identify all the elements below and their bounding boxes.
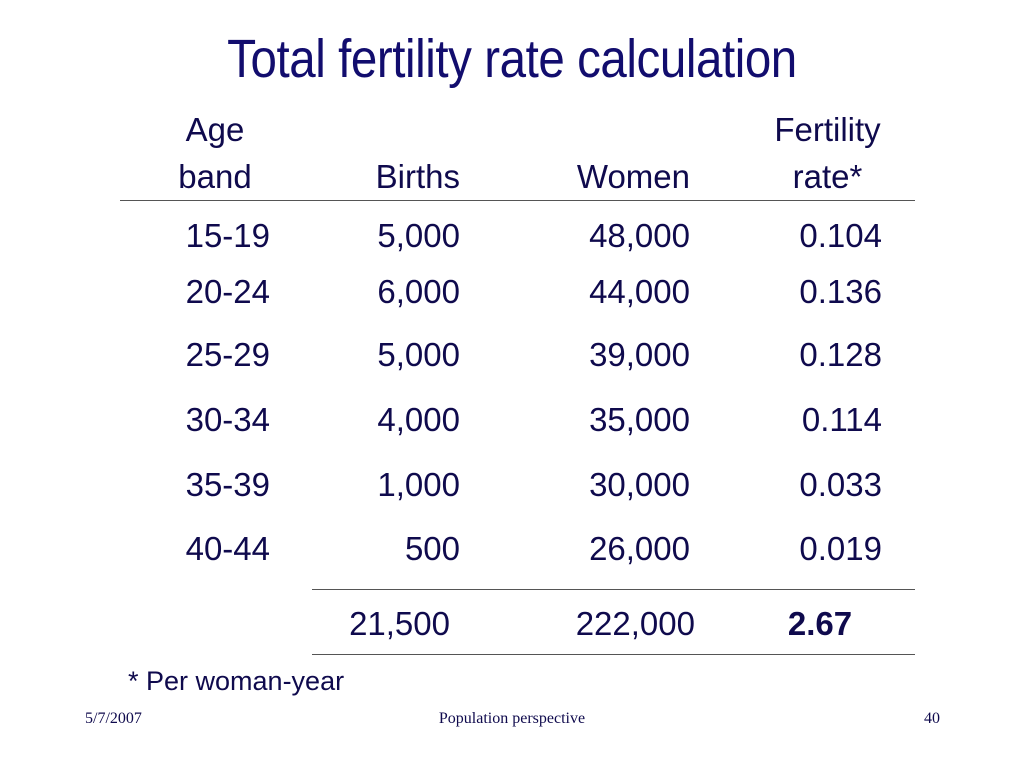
cell-age: 25-29 <box>185 336 270 373</box>
cell-rate: 0.128 <box>799 336 882 373</box>
cell-rate: 0.033 <box>799 466 882 503</box>
header-women: Women <box>576 158 690 195</box>
footnote: * Per woman-year <box>128 666 345 696</box>
cell-births: 6,000 <box>377 273 460 310</box>
cell-age: 40-44 <box>185 530 270 567</box>
footer-date: 5/7/2007 <box>85 710 142 727</box>
total-fertility-rate: 2.67 <box>787 605 853 642</box>
cell-births: 5,000 <box>377 336 460 373</box>
cell-women: 30,000 <box>589 466 690 503</box>
cell-women: 48,000 <box>589 217 690 254</box>
table-bottom-rule <box>312 654 915 655</box>
total-women: 222,000 <box>575 605 695 642</box>
cell-births: 5,000 <box>377 217 460 254</box>
cell-rate: 0.019 <box>799 530 882 567</box>
header-rate-line2: rate* <box>792 158 863 195</box>
slide-title: Total fertility rate calculation <box>227 29 797 89</box>
cell-births: 1,000 <box>377 466 460 503</box>
footer-title: Population perspective <box>438 710 586 727</box>
cell-rate: 0.114 <box>801 401 882 438</box>
cell-women: 26,000 <box>589 530 690 567</box>
cell-rate: 0.104 <box>799 217 882 254</box>
cell-women: 44,000 <box>589 273 690 310</box>
cell-age: 30-34 <box>185 401 270 438</box>
cell-births: 4,000 <box>377 401 460 438</box>
cell-age: 35-39 <box>185 466 270 503</box>
cell-rate: 0.136 <box>799 273 882 310</box>
header-rate-line1: Fertility <box>774 111 881 148</box>
page-number: 40 <box>924 710 940 727</box>
header-births: Births <box>375 158 460 195</box>
cell-women: 39,000 <box>589 336 690 373</box>
header-age-line1: Age <box>185 111 245 148</box>
header-age-line2: band <box>178 158 252 195</box>
cell-women: 35,000 <box>589 401 690 438</box>
total-births: 21,500 <box>349 605 450 642</box>
cell-age: 20-24 <box>185 273 270 310</box>
cell-age: 15-19 <box>185 217 270 254</box>
cell-births: 500 <box>404 530 460 567</box>
header-divider <box>120 200 915 201</box>
totals-divider <box>312 589 915 590</box>
